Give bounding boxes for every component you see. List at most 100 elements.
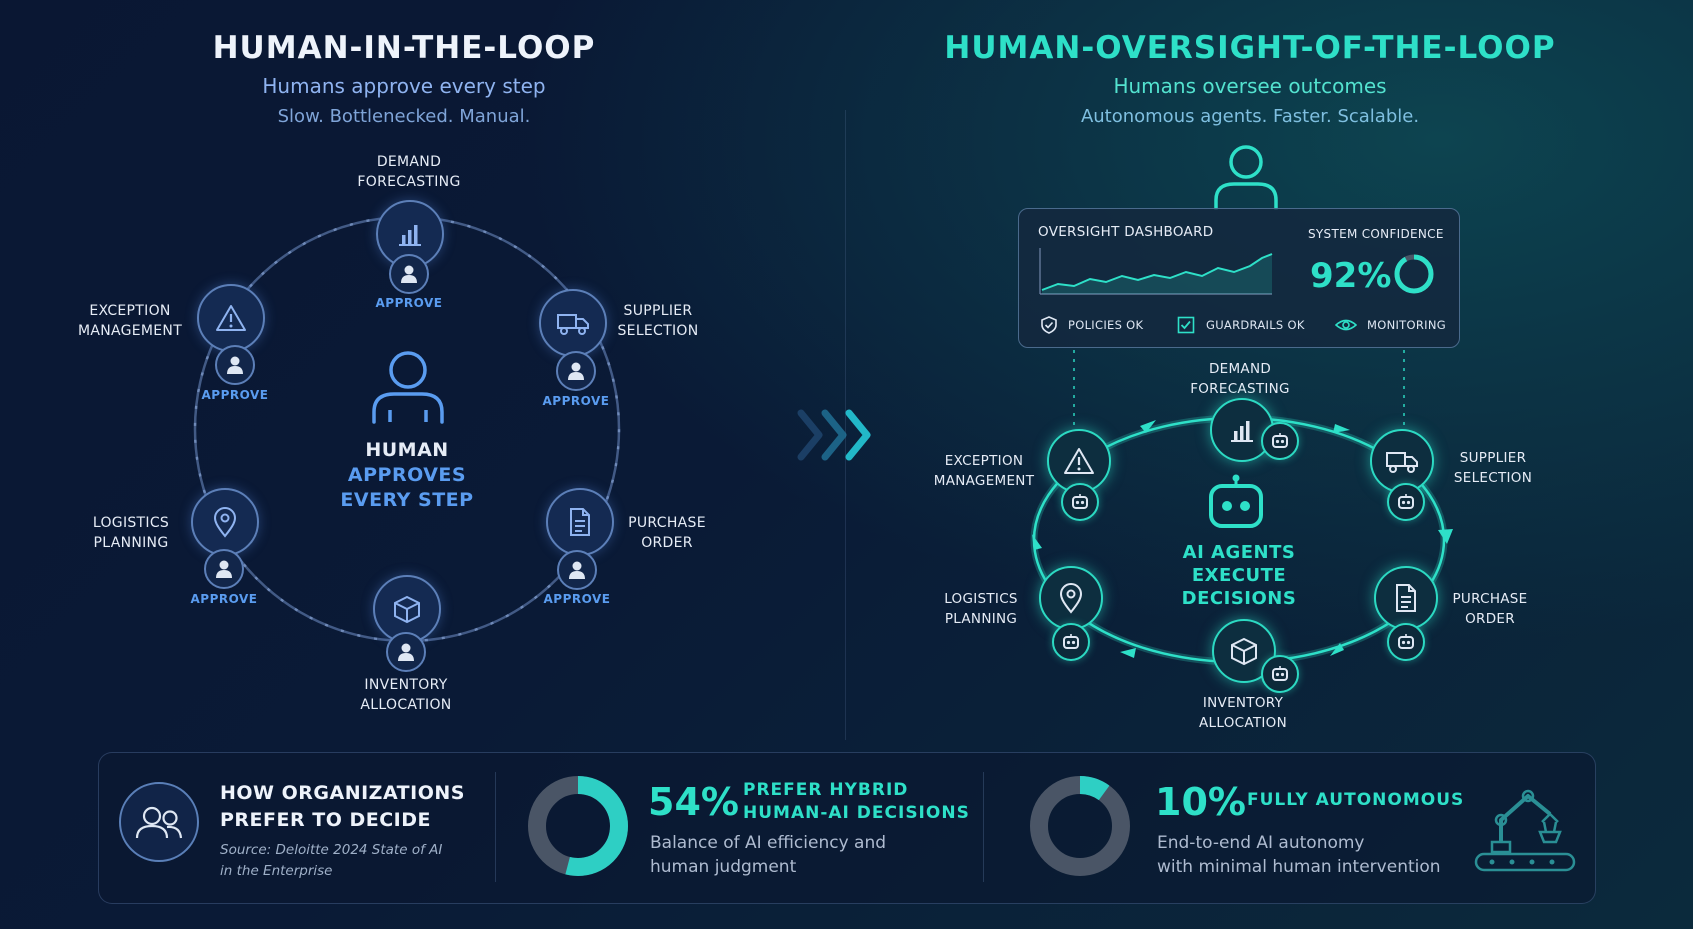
flow-arrow-icon	[1330, 643, 1344, 656]
robot-icon	[1272, 433, 1288, 448]
center-line-3: EVERY STEP	[340, 489, 474, 511]
person-icon	[398, 643, 414, 661]
hybrid-description: Balance of AI efficiency and human judgme…	[650, 833, 887, 877]
flow-arrow-icon	[1140, 420, 1156, 433]
ai-node-logistics-planning[interactable]	[1039, 566, 1103, 630]
overseer-icon	[1214, 145, 1278, 210]
document-icon	[570, 508, 590, 536]
oversight-dashboard	[1018, 208, 1460, 348]
autonomous-label: FULLY AUTONOMOUS	[1247, 790, 1465, 810]
person-icon	[216, 560, 232, 578]
robot-icon	[1063, 634, 1079, 649]
ai-node-label-demand: DEMAND FORECASTING	[1190, 361, 1290, 397]
node-label-purchase: PURCHASE ORDER	[628, 515, 706, 551]
dashboard-title: OVERSIGHT DASHBOARD	[1038, 224, 1214, 240]
person-icon	[568, 362, 584, 380]
node-label-demand: DEMAND FORECASTING	[357, 154, 461, 190]
ai-node-supplier-selection[interactable]	[1370, 429, 1434, 493]
dashboard-trend-chart	[1039, 248, 1273, 295]
confidence-value: 92%	[1310, 256, 1392, 296]
approver-avatar	[389, 254, 429, 294]
ai-center-line-3: DECISIONS	[1181, 588, 1297, 609]
agent-avatar	[1061, 483, 1099, 521]
stats-panel	[98, 752, 1596, 904]
node-exception-management[interactable]	[197, 284, 265, 352]
right-subtitle: Humans oversee outcomes	[1113, 74, 1387, 98]
eye-icon	[1335, 319, 1357, 331]
approve-label: APPROVE	[543, 592, 611, 606]
flow-arrow-icon	[1032, 534, 1042, 550]
flow-arrow-icon	[1333, 424, 1350, 433]
box-icon	[1231, 637, 1257, 666]
hybrid-donut-chart	[528, 776, 628, 876]
approve-label: APPROVE	[375, 296, 443, 310]
confidence-label: SYSTEM CONFIDENCE	[1308, 227, 1444, 241]
right-tagline: Autonomous agents. Faster. Scalable.	[1080, 106, 1420, 127]
autonomous-donut-chart	[1030, 776, 1130, 876]
node-supplier-selection[interactable]	[539, 289, 607, 357]
center-line-1: HUMAN	[365, 439, 449, 461]
location-pin-icon	[213, 507, 237, 538]
center-line-2: APPROVES	[347, 464, 467, 486]
left-subtitle: Humans approve every step	[262, 74, 546, 98]
ai-node-exception-management[interactable]	[1047, 429, 1111, 493]
status-policies: POLICIES OK	[1068, 318, 1144, 332]
agent-avatar	[1261, 655, 1299, 693]
checkbox-icon	[1177, 316, 1195, 334]
status-guardrails: GUARDRAILS OK	[1206, 318, 1305, 332]
robotic-arm-icon	[1474, 789, 1576, 872]
location-pin-icon	[1059, 583, 1083, 614]
node-label-supplier: SUPPLIER SELECTION	[617, 303, 699, 339]
robot-icon	[1072, 494, 1088, 509]
agent-avatar	[1052, 623, 1090, 661]
panel-divider	[845, 110, 846, 740]
dashboard-connectors	[1073, 350, 1405, 426]
left-tagline: Slow. Bottlenecked. Manual.	[277, 106, 531, 127]
ai-center-line-2: EXECUTE	[1191, 565, 1287, 586]
stats-heading: HOW ORGANIZATIONS PREFER TO DECIDE	[220, 782, 465, 831]
flow-arrow-icon	[1438, 529, 1453, 544]
warning-icon	[216, 305, 246, 331]
flow-arrow-icon	[1120, 648, 1136, 658]
document-icon	[1396, 584, 1416, 612]
warning-icon	[1064, 448, 1094, 474]
node-inventory-allocation[interactable]	[373, 575, 441, 643]
truck-icon	[557, 314, 589, 335]
stats-source: Source: Deloitte 2024 State of AI in the …	[220, 842, 443, 879]
box-icon	[394, 595, 420, 624]
approve-label: APPROVE	[542, 394, 610, 408]
approve-label: APPROVE	[201, 388, 269, 402]
person-icon	[227, 356, 243, 374]
robot-icon	[1398, 494, 1414, 509]
approver-avatar	[386, 632, 426, 672]
confidence-gauge	[1394, 254, 1434, 294]
stats-separator	[495, 772, 496, 882]
transition-chevrons-icon	[797, 409, 871, 461]
people-icon	[119, 782, 199, 862]
robot-icon	[1272, 666, 1288, 681]
right-title: HUMAN-OVERSIGHT-OF-THE-LOOP	[944, 30, 1556, 66]
truck-icon	[1386, 452, 1418, 473]
node-purchase-order[interactable]	[546, 488, 614, 556]
ai-node-label-inventory: INVENTORY ALLOCATION	[1199, 695, 1287, 731]
autonomous-description: End-to-end AI autonomy with minimal human…	[1157, 833, 1441, 877]
bar-chart-icon	[399, 225, 421, 246]
stats-separator	[983, 772, 984, 882]
approver-avatar	[204, 549, 244, 589]
ai-center-line-1: AI AGENTS	[1182, 542, 1296, 563]
approver-avatar	[556, 351, 596, 391]
ai-node-label-exception: EXCEPTION MANAGEMENT	[933, 453, 1035, 489]
human-icon	[372, 351, 444, 424]
node-label-exception: EXCEPTION MANAGEMENT	[77, 303, 183, 339]
node-logistics-planning[interactable]	[191, 488, 259, 556]
hybrid-percent: 54%	[648, 780, 739, 824]
autonomous-percent: 10%	[1155, 780, 1246, 824]
node-label-logistics: LOGISTICS PLANNING	[92, 515, 170, 551]
ai-node-purchase-order[interactable]	[1374, 566, 1438, 630]
approve-label: APPROVE	[190, 592, 258, 606]
ai-node-label-logistics: LOGISTICS PLANNING	[944, 591, 1018, 627]
person-icon	[401, 265, 417, 283]
ai-node-label-purchase: PURCHASE ORDER	[1452, 591, 1528, 627]
node-label-inventory: INVENTORY ALLOCATION	[360, 677, 452, 713]
approver-avatar	[557, 550, 597, 590]
